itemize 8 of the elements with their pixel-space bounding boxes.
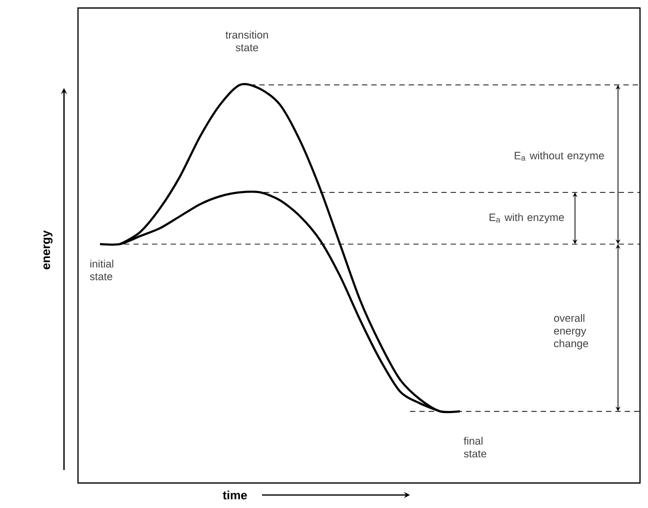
text: overall energy change — [554, 314, 588, 350]
x-axis-title: time — [222, 490, 247, 500]
annotation: initial state — [90, 260, 114, 280]
text: E$_{a}$ with enzyme — [490, 213, 564, 224]
text: E$_{a}$ without enzyme — [514, 152, 604, 162]
text: transition state — [226, 30, 268, 52]
annotation: final state — [464, 436, 486, 458]
y-axis-title: energy — [44, 230, 53, 270]
